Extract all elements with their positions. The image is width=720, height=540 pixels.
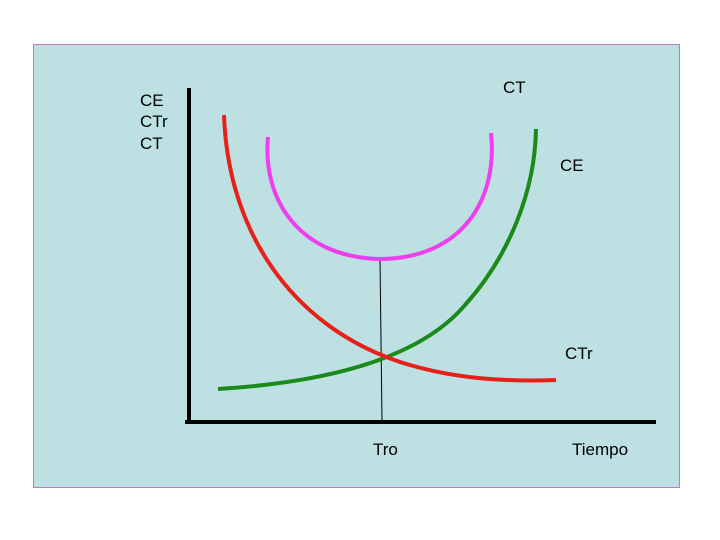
tick-label-tro: Tro bbox=[373, 440, 398, 459]
curve-label-ct: CT bbox=[503, 78, 526, 97]
x-axis-label: Tiempo bbox=[572, 440, 628, 459]
ctr-curve bbox=[222, 114, 557, 383]
diagram-panel bbox=[33, 44, 680, 488]
y-label-ct: CT bbox=[140, 134, 163, 153]
ct-curve bbox=[265, 132, 494, 262]
y-label-ce: CE bbox=[140, 91, 164, 110]
ce-curve bbox=[217, 128, 538, 391]
optimum-line bbox=[379, 258, 383, 422]
curve-label-ce: CE bbox=[560, 156, 584, 175]
diagram-background bbox=[34, 45, 679, 487]
curve-label-ctr: CTr bbox=[565, 344, 593, 363]
y-label-ctr: CTr bbox=[140, 112, 168, 131]
